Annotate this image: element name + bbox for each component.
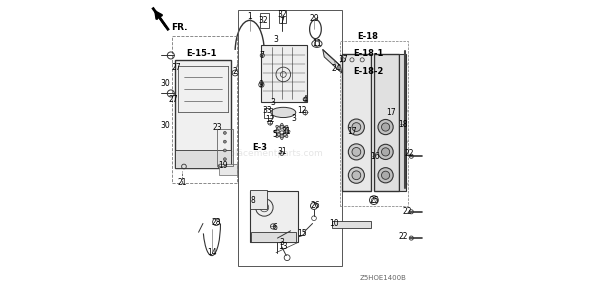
Text: 5: 5 (272, 130, 277, 139)
Ellipse shape (378, 119, 393, 135)
Text: E-15-1: E-15-1 (186, 50, 217, 58)
Ellipse shape (348, 167, 365, 183)
Text: E-18: E-18 (358, 32, 379, 41)
Bar (260, 13, 268, 28)
Text: 3: 3 (271, 98, 276, 107)
Text: 30: 30 (160, 121, 170, 130)
Polygon shape (323, 50, 342, 73)
Bar (251, 232, 296, 242)
Bar (261, 45, 307, 102)
Ellipse shape (352, 123, 360, 132)
Text: 10: 10 (330, 219, 339, 228)
Ellipse shape (382, 171, 389, 179)
Text: 7: 7 (280, 17, 284, 26)
Ellipse shape (271, 107, 296, 117)
Text: 18: 18 (398, 119, 408, 129)
Ellipse shape (283, 125, 288, 130)
Text: 31: 31 (281, 127, 291, 136)
Text: 32: 32 (277, 10, 287, 19)
Text: 14: 14 (207, 248, 217, 257)
Text: 22: 22 (403, 207, 412, 216)
Text: 15: 15 (297, 229, 307, 238)
Text: E-18-1: E-18-1 (353, 50, 384, 58)
Bar (172, 37, 237, 183)
Ellipse shape (280, 134, 283, 140)
Text: 17: 17 (339, 55, 348, 64)
Text: FR.: FR. (171, 23, 187, 32)
Circle shape (224, 158, 227, 161)
Text: 11: 11 (312, 39, 322, 48)
Bar (264, 108, 271, 118)
Bar (340, 41, 408, 206)
Text: 26: 26 (311, 201, 320, 210)
Text: 17: 17 (347, 127, 357, 136)
Text: 29: 29 (309, 14, 319, 23)
Bar (250, 190, 267, 209)
Text: 12: 12 (297, 106, 307, 115)
Text: 25: 25 (369, 196, 379, 205)
Text: 31: 31 (277, 148, 287, 156)
Bar (279, 10, 286, 23)
Ellipse shape (348, 144, 365, 160)
Circle shape (224, 132, 227, 134)
Text: 24: 24 (331, 64, 340, 73)
Text: 4: 4 (303, 95, 307, 104)
Bar (250, 191, 298, 242)
Ellipse shape (274, 130, 280, 133)
Circle shape (224, 140, 227, 143)
Bar (175, 150, 231, 168)
Text: 27: 27 (172, 63, 182, 72)
Text: 2: 2 (232, 67, 237, 76)
Text: 27: 27 (169, 95, 179, 104)
Text: 1: 1 (247, 12, 252, 20)
Text: 6: 6 (272, 223, 277, 232)
Text: 12: 12 (266, 115, 275, 124)
Bar (217, 129, 233, 166)
Ellipse shape (352, 171, 360, 180)
Text: 22: 22 (404, 149, 414, 158)
Ellipse shape (378, 168, 393, 183)
Ellipse shape (276, 125, 280, 130)
Bar (175, 60, 231, 168)
Text: 28: 28 (211, 217, 221, 227)
Text: 13: 13 (278, 242, 288, 251)
Ellipse shape (382, 148, 389, 156)
Ellipse shape (283, 133, 288, 137)
Ellipse shape (280, 123, 283, 129)
Text: 33: 33 (263, 106, 272, 115)
Ellipse shape (352, 148, 360, 156)
Bar (342, 54, 371, 191)
Text: 22: 22 (398, 232, 408, 241)
Ellipse shape (284, 130, 290, 133)
Circle shape (224, 149, 227, 152)
Bar (238, 10, 342, 266)
Bar (374, 54, 399, 191)
Text: 8: 8 (250, 196, 255, 205)
Text: 23: 23 (213, 122, 222, 132)
Text: 30: 30 (160, 79, 170, 88)
Text: E-18-2: E-18-2 (353, 67, 384, 76)
Text: 3: 3 (274, 35, 278, 44)
Text: E-3: E-3 (253, 143, 267, 152)
Text: 17: 17 (386, 108, 396, 117)
Ellipse shape (378, 144, 393, 160)
Ellipse shape (276, 133, 280, 137)
Ellipse shape (382, 123, 389, 131)
Text: repläcementparts.com: repläcementparts.com (220, 149, 323, 158)
Bar (219, 163, 237, 175)
Text: 32: 32 (258, 16, 268, 25)
Text: 3: 3 (291, 114, 296, 123)
Text: 7: 7 (259, 51, 264, 60)
Text: Z5HOE1400B: Z5HOE1400B (359, 275, 406, 281)
Bar (332, 221, 371, 228)
Text: 19: 19 (218, 160, 228, 170)
Text: 16: 16 (371, 152, 380, 161)
Ellipse shape (348, 119, 365, 135)
Text: 3: 3 (280, 238, 284, 247)
Text: 21: 21 (178, 178, 187, 187)
Text: 9: 9 (259, 80, 264, 89)
Bar (399, 54, 406, 191)
